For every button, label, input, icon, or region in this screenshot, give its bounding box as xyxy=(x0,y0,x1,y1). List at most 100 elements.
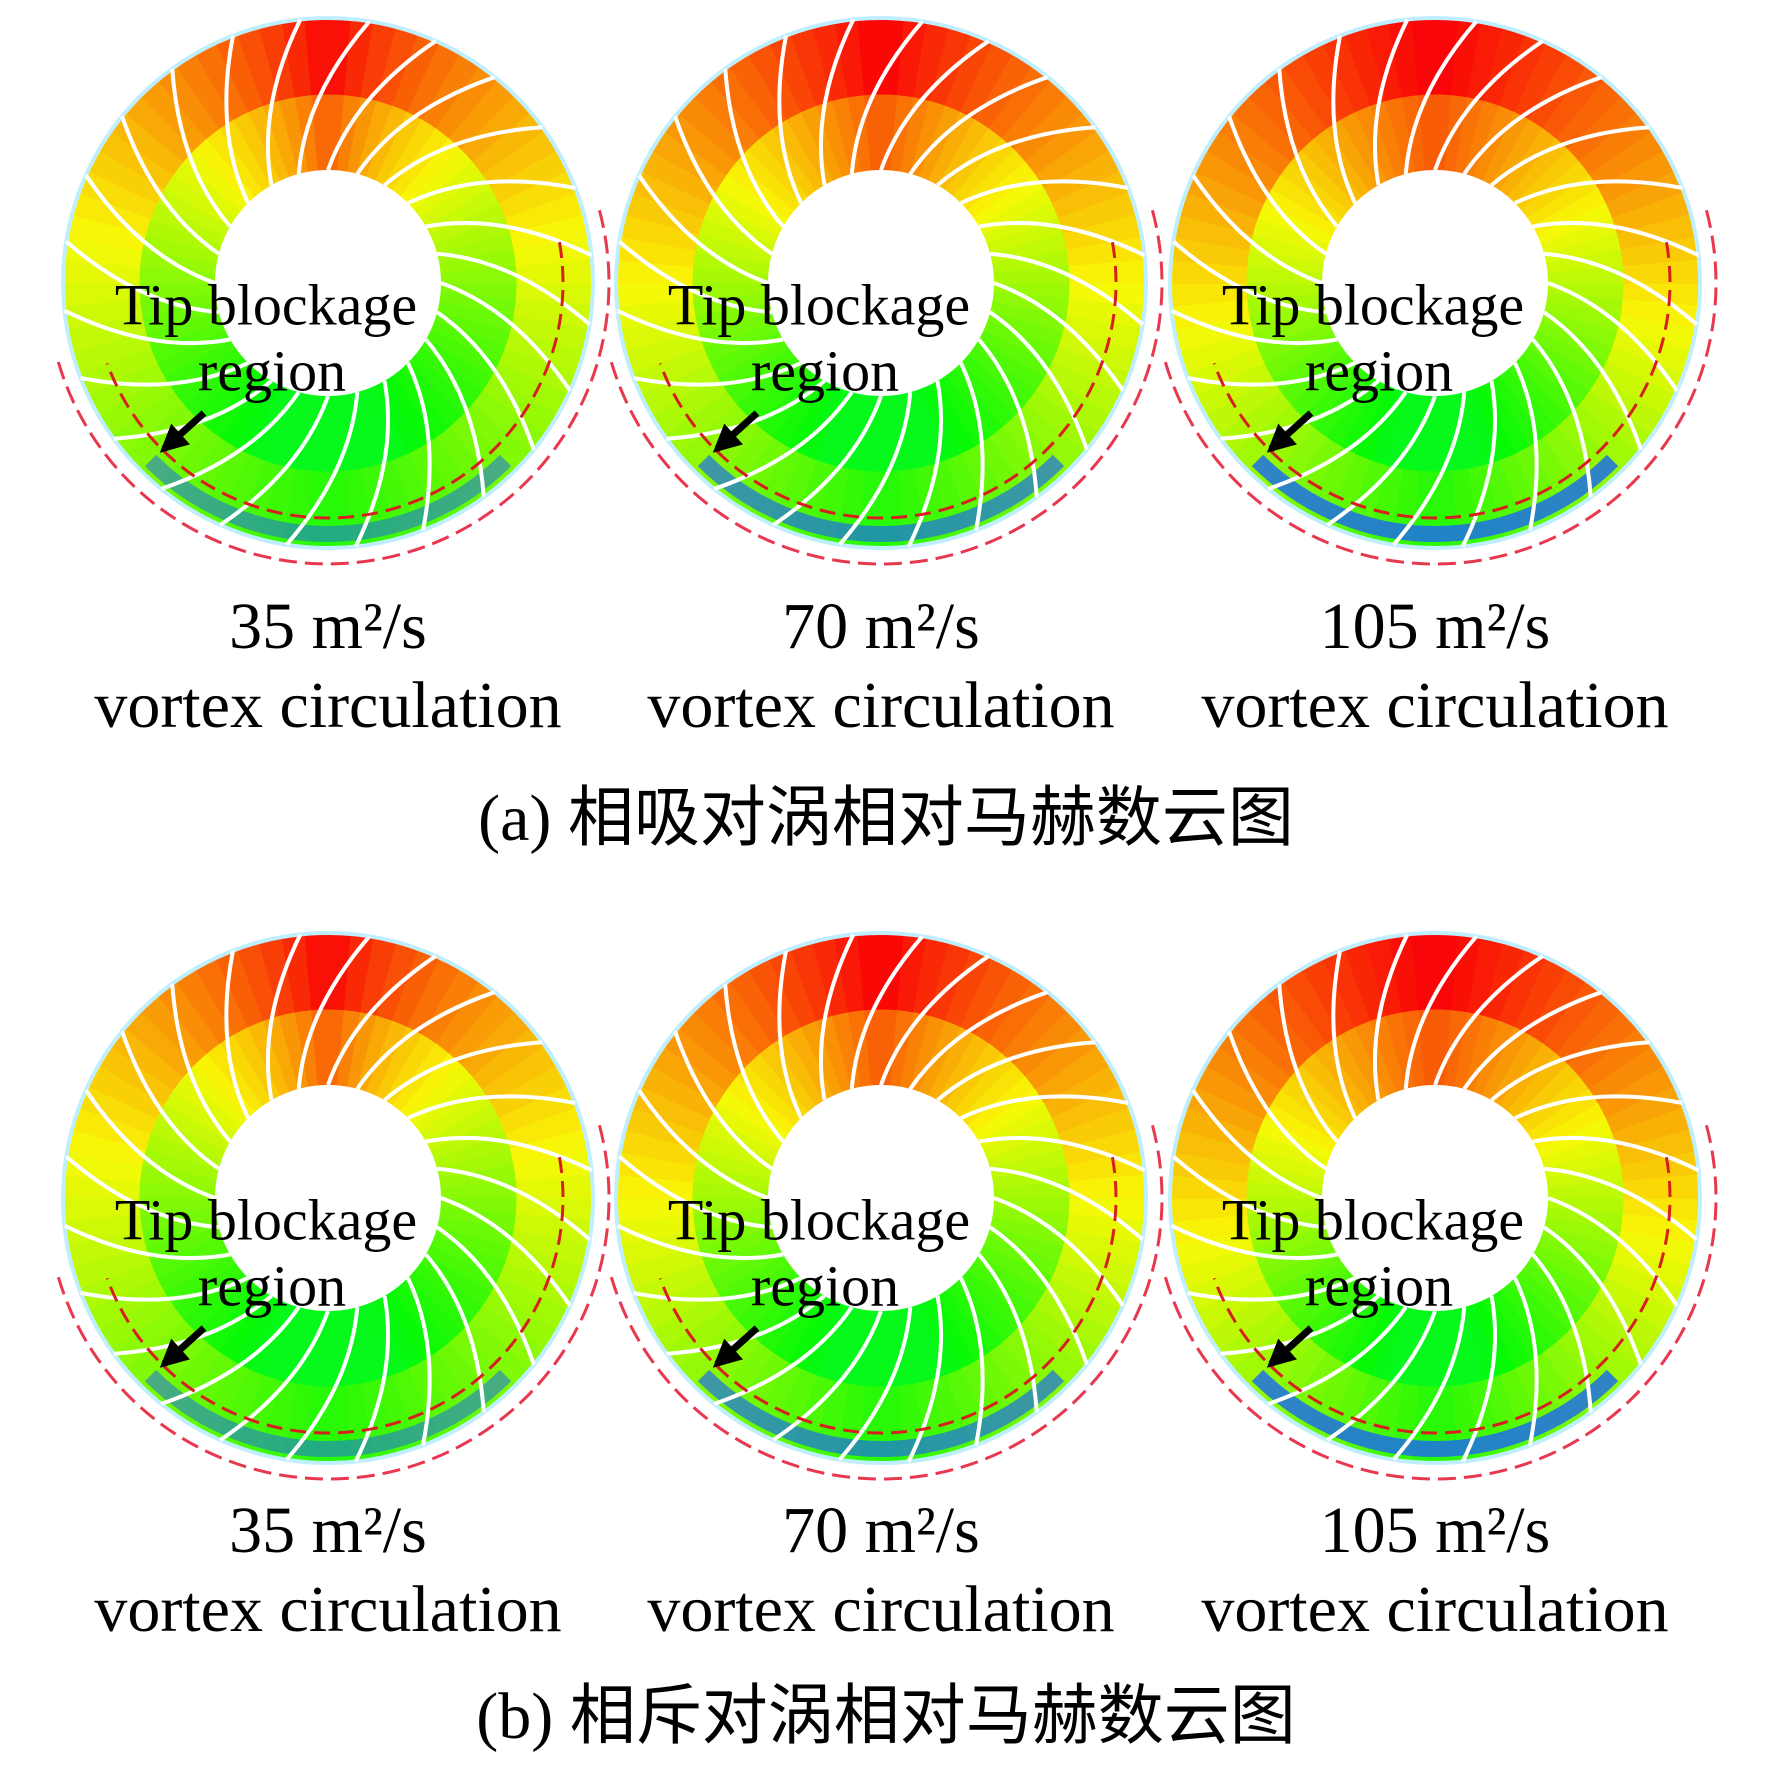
blade xyxy=(436,310,536,451)
blade xyxy=(219,1310,330,1442)
blade xyxy=(296,934,371,1090)
blade xyxy=(113,379,273,441)
blade xyxy=(1267,1306,1408,1406)
blade xyxy=(960,179,1129,205)
blade xyxy=(633,361,802,387)
blade xyxy=(960,1094,1129,1120)
blade xyxy=(266,933,303,1101)
blade xyxy=(1191,1089,1323,1200)
circulation-caption: vortex circulation xyxy=(1201,669,1668,742)
blade xyxy=(959,1277,985,1446)
blade xyxy=(849,934,924,1090)
blade xyxy=(879,39,990,171)
dashed-boundary xyxy=(1212,1156,1672,1435)
blade xyxy=(84,1089,216,1200)
blade xyxy=(978,1136,1146,1173)
blade xyxy=(80,361,249,387)
blade xyxy=(1187,1276,1356,1302)
blade xyxy=(1187,361,1356,387)
blade xyxy=(1514,1094,1683,1120)
annotation: region xyxy=(198,1253,346,1318)
blade xyxy=(1277,983,1339,1143)
blade xyxy=(772,395,883,527)
blade xyxy=(406,1277,432,1446)
blade xyxy=(1433,954,1544,1086)
blade xyxy=(170,983,232,1143)
blade xyxy=(1514,179,1683,205)
hub xyxy=(768,170,994,396)
blade xyxy=(1170,1223,1338,1260)
blade xyxy=(436,251,592,326)
blade xyxy=(120,1030,220,1171)
annotation: Tip blockage xyxy=(1222,1187,1524,1252)
blade xyxy=(1326,395,1437,527)
blade xyxy=(908,75,1049,175)
blade xyxy=(1531,338,1593,498)
dashed-boundary xyxy=(55,209,611,566)
blade xyxy=(1547,1196,1679,1307)
blade xyxy=(355,990,496,1090)
blade xyxy=(63,308,231,345)
blade xyxy=(772,1310,883,1442)
blade xyxy=(425,221,593,258)
blade xyxy=(1460,1295,1497,1463)
hub xyxy=(1322,1085,1548,1311)
blade xyxy=(978,221,1146,258)
arrow xyxy=(159,1325,207,1368)
blade xyxy=(666,379,826,441)
blade xyxy=(436,1225,536,1366)
blade xyxy=(637,1089,769,1200)
blade xyxy=(1331,950,1357,1119)
blade xyxy=(424,1253,486,1413)
blade xyxy=(666,1294,826,1356)
low-mach-band xyxy=(1251,1369,1619,1457)
dashed-boundary xyxy=(105,1156,565,1435)
blade xyxy=(838,391,913,547)
arrow xyxy=(1266,1325,1314,1368)
blade xyxy=(1490,125,1650,187)
low-mach-band xyxy=(697,1369,1065,1457)
blade xyxy=(1326,1310,1437,1442)
blade xyxy=(160,1306,301,1406)
annotation: Tip blockage xyxy=(115,1187,417,1252)
blade xyxy=(353,1295,390,1463)
blade xyxy=(266,18,303,186)
blade xyxy=(219,395,330,527)
ring-edge xyxy=(614,16,1148,550)
blade xyxy=(120,115,220,256)
blade xyxy=(906,380,943,548)
blade xyxy=(353,380,390,548)
annotation: region xyxy=(1305,338,1453,403)
blade xyxy=(723,68,785,228)
dashed-boundary xyxy=(55,1124,611,1481)
circulation-caption: vortex circulation xyxy=(1201,1573,1668,1646)
blade xyxy=(64,1155,220,1230)
blade xyxy=(1532,221,1700,258)
hub xyxy=(215,1085,441,1311)
blade xyxy=(673,1030,773,1171)
hub xyxy=(768,1085,994,1311)
blade xyxy=(424,338,486,498)
annotation: Tip blockage xyxy=(115,272,417,337)
blade xyxy=(777,950,803,1119)
blade xyxy=(84,174,216,285)
blade xyxy=(849,19,924,175)
blade xyxy=(989,251,1145,326)
circulation-label: 35 m²/s xyxy=(229,1494,427,1567)
blade xyxy=(989,310,1089,451)
blade xyxy=(1460,380,1497,548)
blade xyxy=(224,35,250,204)
blade xyxy=(989,1225,1089,1366)
annotation: Tip blockage xyxy=(1222,272,1524,337)
panel-caption: (b) 相斥对涡相对马赫数云图 xyxy=(476,1680,1295,1753)
blade xyxy=(1227,115,1327,256)
blade xyxy=(296,19,371,175)
arrow xyxy=(712,410,760,453)
blade xyxy=(819,18,856,186)
blade xyxy=(1171,1155,1327,1230)
blade xyxy=(1191,174,1323,285)
annotation: region xyxy=(198,338,346,403)
dashed-boundary xyxy=(1212,241,1672,520)
blade xyxy=(713,1306,854,1406)
